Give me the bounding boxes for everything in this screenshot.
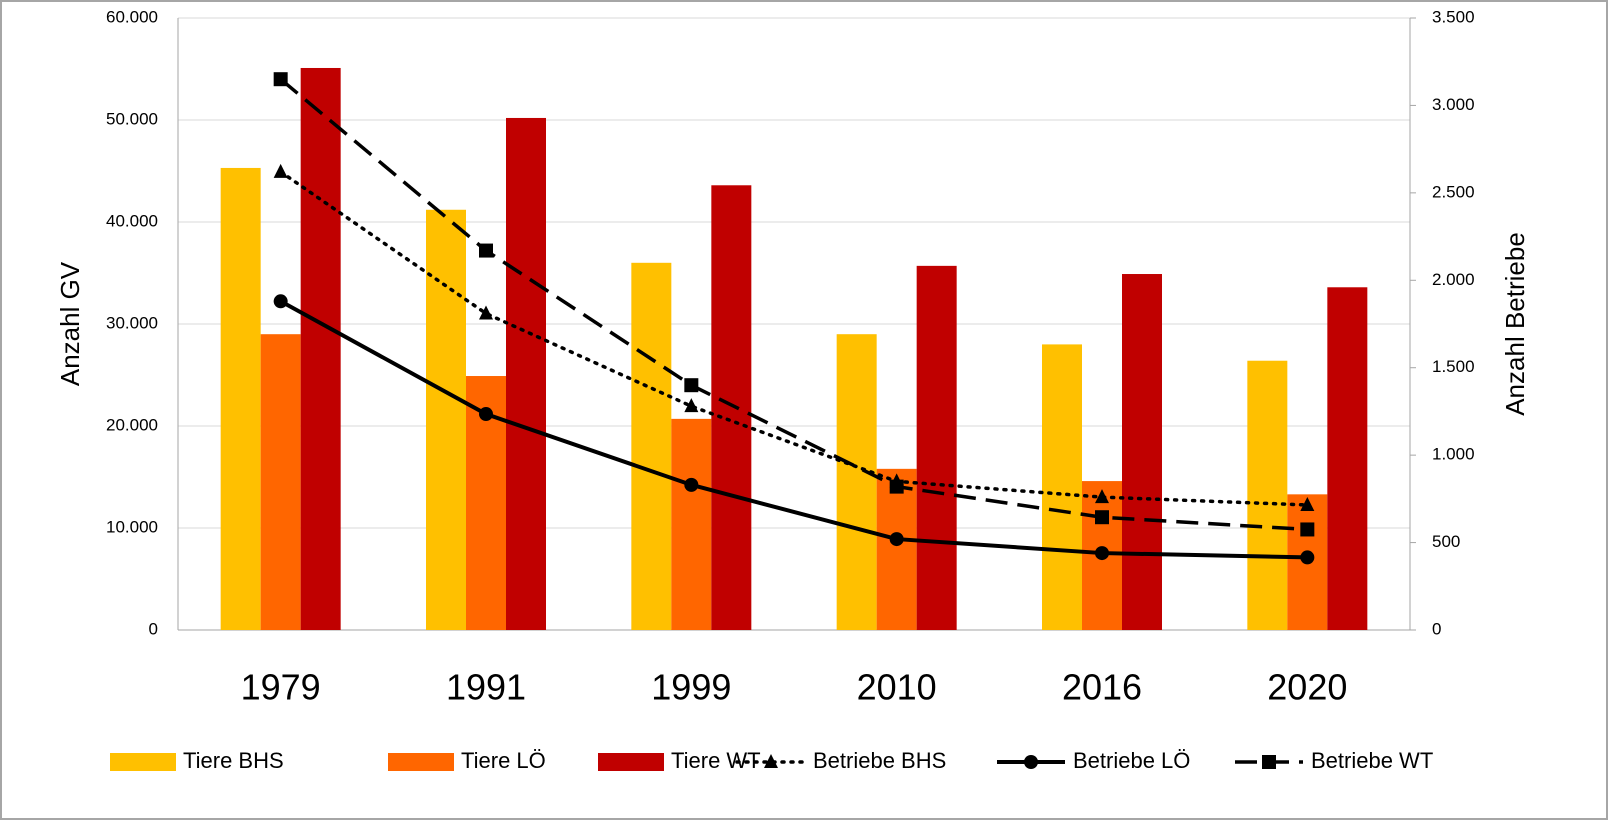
y-axis-title: Anzahl GV <box>55 261 85 386</box>
bar <box>631 262 672 630</box>
legend-marker <box>1262 755 1276 769</box>
bar <box>426 209 466 630</box>
line-marker <box>1095 546 1109 561</box>
bar <box>506 117 546 630</box>
line-marker <box>479 305 493 320</box>
y2-tick-label: 2.000 <box>1432 270 1475 289</box>
line-marker <box>684 378 699 393</box>
line-marker <box>1300 522 1315 537</box>
legend-swatch <box>388 753 454 771</box>
y-tick-label: 20.000 <box>106 415 158 434</box>
y-tick-label: 50.000 <box>106 109 158 128</box>
y2-tick-label: 0 <box>1432 619 1441 638</box>
bar <box>1327 287 1368 630</box>
y-tick-label: 30.000 <box>106 313 158 332</box>
bar <box>916 265 957 630</box>
y-tick-label: 10.000 <box>106 517 158 536</box>
line-marker <box>273 72 288 87</box>
x-tick-label: 1999 <box>651 667 731 708</box>
bar <box>711 185 752 630</box>
line-marker <box>1300 550 1315 565</box>
bar <box>260 334 301 630</box>
bar <box>836 334 877 630</box>
y2-tick-label: 1.500 <box>1432 357 1475 376</box>
bar <box>876 468 917 630</box>
bar <box>1247 360 1288 630</box>
legend-marker <box>764 754 778 768</box>
line <box>279 299 1308 560</box>
line-marker <box>1300 496 1315 511</box>
legend-label: Betriebe LÖ <box>1073 748 1190 773</box>
line-marker <box>479 243 493 258</box>
x-tick-label: 2010 <box>857 667 937 708</box>
legend-swatch <box>110 753 176 771</box>
line-marker <box>684 477 699 492</box>
line-marker <box>889 532 904 547</box>
x-tick-label: 2020 <box>1267 667 1347 708</box>
bar <box>671 418 712 630</box>
y2-tick-label: 500 <box>1432 532 1460 551</box>
line-marker <box>273 294 288 309</box>
line-marker <box>273 163 288 178</box>
y2-tick-label: 3.500 <box>1432 7 1475 26</box>
legend-marker <box>1024 755 1038 769</box>
legend-swatch <box>598 753 664 771</box>
x-tick-label: 2016 <box>1062 667 1142 708</box>
line-marker <box>889 479 904 494</box>
line <box>279 77 1308 532</box>
bar <box>1042 344 1082 630</box>
y-tick-label: 60.000 <box>106 7 158 26</box>
y2-tick-label: 2.500 <box>1432 182 1475 201</box>
y-tick-label: 40.000 <box>106 211 158 230</box>
line-marker <box>479 407 493 422</box>
line <box>278 170 1310 507</box>
legend-label: Tiere LÖ <box>461 748 546 773</box>
bar <box>220 167 261 630</box>
legend-label: Betriebe WT <box>1311 748 1433 773</box>
legend-label: Tiere BHS <box>183 748 284 773</box>
y-tick-label: 0 <box>149 619 158 638</box>
bar <box>300 67 341 631</box>
y2-axis-title: Anzahl Betriebe <box>1500 232 1530 416</box>
y2-tick-label: 1.000 <box>1432 445 1475 464</box>
line-marker <box>684 398 699 413</box>
bar <box>1122 274 1162 630</box>
x-tick-label: 1991 <box>446 667 526 708</box>
legend-label: Betriebe BHS <box>813 748 946 773</box>
line-marker <box>1095 489 1109 504</box>
line-marker <box>1095 510 1109 525</box>
x-tick-label: 1979 <box>241 667 321 708</box>
y2-tick-label: 3.000 <box>1432 95 1475 114</box>
